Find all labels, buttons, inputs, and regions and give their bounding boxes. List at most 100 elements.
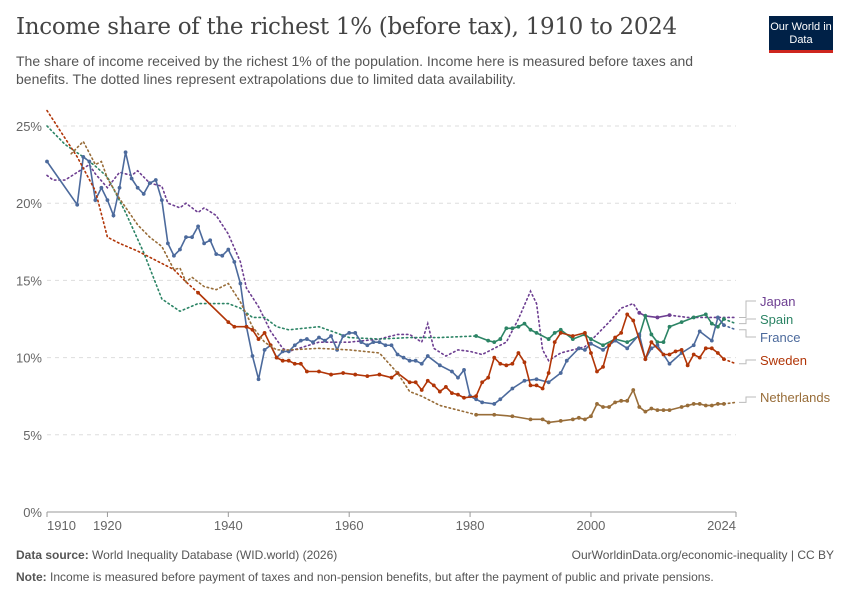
netherlands-point bbox=[655, 408, 660, 412]
sweden-point bbox=[619, 330, 624, 335]
sweden-point bbox=[558, 330, 563, 335]
japan-label-connector bbox=[739, 300, 756, 318]
netherlands-point bbox=[643, 409, 648, 414]
sweden-point bbox=[250, 327, 255, 332]
x-tick-label: 2024 bbox=[707, 518, 736, 533]
sweden-point bbox=[456, 392, 460, 397]
spain-point bbox=[522, 321, 527, 326]
france-point bbox=[667, 361, 672, 366]
note-label: Note: bbox=[16, 570, 47, 584]
netherlands-point bbox=[722, 402, 726, 406]
france-point bbox=[510, 386, 515, 391]
netherlands-point bbox=[576, 415, 581, 420]
france-point bbox=[474, 397, 479, 402]
france-point bbox=[196, 224, 200, 229]
spain-point bbox=[703, 312, 708, 317]
france-point bbox=[214, 252, 219, 257]
sweden-point bbox=[504, 363, 509, 368]
france-label-connector bbox=[739, 329, 756, 338]
sweden-point bbox=[317, 369, 321, 374]
netherlands-point bbox=[715, 402, 720, 406]
france-point bbox=[232, 259, 237, 264]
france-point bbox=[353, 330, 358, 335]
netherlands-point bbox=[619, 398, 624, 403]
france-point bbox=[576, 346, 581, 351]
x-tick-label: 1920 bbox=[93, 518, 122, 533]
spain-point bbox=[715, 324, 720, 329]
france-point bbox=[329, 334, 333, 338]
sweden-point bbox=[589, 351, 593, 355]
sweden-point bbox=[722, 357, 726, 362]
france-point bbox=[534, 377, 539, 382]
france-point bbox=[715, 315, 720, 320]
netherlands-point bbox=[546, 420, 551, 425]
spain-point bbox=[504, 326, 509, 331]
france-point bbox=[117, 185, 122, 190]
france-point bbox=[298, 338, 303, 343]
owid-logo[interactable]: Our World in Data bbox=[769, 16, 833, 53]
france-point bbox=[75, 202, 80, 207]
y-tick-label: 5% bbox=[23, 428, 42, 443]
france-point bbox=[93, 198, 98, 203]
spain-point bbox=[655, 340, 660, 345]
france-point bbox=[87, 159, 92, 164]
france-point bbox=[691, 343, 696, 348]
sweden-point bbox=[304, 369, 309, 374]
netherlands-point bbox=[631, 388, 636, 392]
france-point bbox=[492, 402, 497, 406]
spain-point bbox=[691, 315, 696, 320]
y-tick-label: 15% bbox=[16, 273, 42, 288]
spain-point bbox=[722, 317, 726, 321]
sweden-point bbox=[697, 355, 702, 360]
spain-point bbox=[552, 330, 557, 335]
sweden-point bbox=[280, 358, 285, 363]
france-point bbox=[178, 247, 182, 252]
netherlands-point bbox=[703, 403, 708, 408]
france-point bbox=[347, 330, 352, 335]
netherlands-point bbox=[492, 412, 497, 417]
legend-label-sweden: Sweden bbox=[760, 353, 807, 368]
spain-point bbox=[474, 334, 479, 338]
sweden-point bbox=[498, 361, 503, 366]
sweden-point bbox=[685, 363, 690, 368]
source-url[interactable]: OurWorldinData.org/economic-inequality |… bbox=[571, 548, 834, 562]
note-text: Income is measured before payment of tax… bbox=[50, 570, 714, 584]
france-point bbox=[111, 213, 116, 218]
netherlands-point bbox=[583, 417, 587, 422]
netherlands-point bbox=[661, 408, 666, 412]
france-point bbox=[135, 185, 140, 190]
japan-point bbox=[637, 310, 642, 315]
sweden-point bbox=[679, 347, 684, 352]
netherlands-point bbox=[667, 408, 672, 412]
france-point bbox=[546, 380, 551, 385]
netherlands-point bbox=[540, 417, 545, 422]
france-point bbox=[564, 358, 569, 363]
sweden-point bbox=[226, 320, 231, 324]
sweden-point bbox=[262, 330, 267, 335]
sweden-point bbox=[425, 378, 430, 383]
france-point bbox=[341, 334, 346, 338]
france-tail-line bbox=[723, 324, 737, 331]
sweden-point bbox=[546, 371, 551, 375]
france-point bbox=[395, 352, 400, 357]
footnote: Note: Income is measured before payment … bbox=[16, 570, 714, 584]
sweden-point bbox=[595, 369, 599, 374]
sweden-point bbox=[492, 355, 497, 360]
france-point bbox=[202, 241, 207, 246]
chart-subtitle: The share of income received by the rich… bbox=[16, 53, 694, 87]
japan-point bbox=[667, 313, 672, 318]
france-point bbox=[129, 176, 134, 181]
sweden-line bbox=[197, 292, 725, 399]
x-tick-label: 1960 bbox=[335, 518, 364, 533]
france-point bbox=[208, 238, 213, 243]
france-point bbox=[45, 159, 49, 164]
netherlands-point bbox=[691, 402, 696, 406]
france-point bbox=[450, 369, 454, 374]
france-point bbox=[709, 338, 714, 343]
france-point bbox=[141, 192, 146, 196]
sweden-point bbox=[462, 395, 466, 400]
sweden-point bbox=[643, 357, 648, 362]
france-line bbox=[46, 152, 725, 405]
spain-extrapolated-line bbox=[46, 125, 477, 340]
sweden-point bbox=[407, 380, 412, 385]
